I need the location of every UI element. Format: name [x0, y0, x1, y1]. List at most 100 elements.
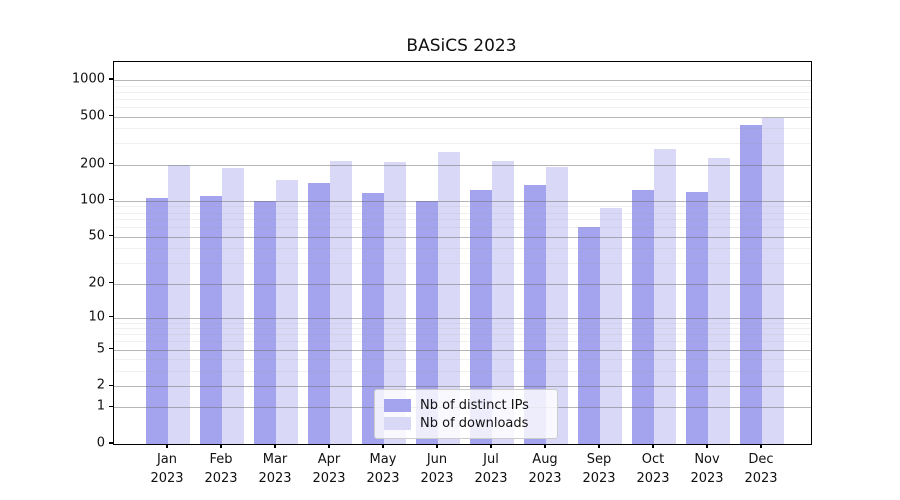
- x-tick-label: May 2023: [366, 452, 400, 486]
- major-gridline: [114, 236, 811, 238]
- y-tick-mark: [109, 384, 113, 386]
- bar-downloads-nov: [708, 157, 730, 444]
- major-gridline: [114, 116, 811, 118]
- major-gridline: [114, 349, 811, 351]
- bar-downloads-oct: [654, 149, 676, 444]
- x-tick-label: Nov 2023: [690, 452, 724, 486]
- y-tick-label: 20: [88, 275, 105, 291]
- major-gridline: [114, 200, 811, 202]
- x-tick-mark: [436, 444, 438, 449]
- x-tick-mark: [274, 444, 276, 449]
- x-tick-label: Dec 2023: [744, 452, 778, 486]
- x-tick-label: Jan 2023: [150, 452, 184, 486]
- y-tick-label: 100: [80, 192, 105, 208]
- legend-item-distinct-ips: Nb of distinct IPs: [384, 396, 547, 414]
- x-tick-mark: [220, 444, 222, 449]
- bar-distinct-ips-apr: [308, 183, 330, 444]
- plot-area: [113, 61, 812, 445]
- x-tick-mark: [328, 444, 330, 449]
- bar-distinct-ips-feb: [200, 195, 222, 444]
- minor-gridline: [114, 212, 811, 214]
- x-tick-label: Aug 2023: [528, 452, 562, 486]
- y-tick-label: 1: [96, 398, 105, 414]
- y-tick-mark: [109, 282, 113, 284]
- x-tick-mark: [490, 444, 492, 449]
- minor-gridline: [114, 85, 811, 87]
- minor-gridline: [114, 322, 811, 324]
- minor-gridline: [114, 143, 811, 145]
- y-tick-mark: [109, 163, 113, 165]
- x-tick-label: Jun 2023: [420, 452, 454, 486]
- x-tick-mark: [598, 444, 600, 449]
- bar-distinct-ips-mar: [254, 200, 276, 444]
- legend: Nb of distinct IPs Nb of downloads: [374, 389, 558, 439]
- minor-gridline: [114, 328, 811, 330]
- legend-swatch-distinct-ips: [384, 398, 411, 412]
- minor-gridline: [114, 219, 811, 221]
- x-tick-label: Oct 2023: [636, 452, 670, 486]
- bar-distinct-ips-dec: [740, 125, 762, 444]
- legend-label-downloads: Nb of downloads: [420, 415, 529, 431]
- minor-gridline: [114, 359, 811, 361]
- x-tick-mark: [382, 444, 384, 449]
- minor-gridline: [114, 91, 811, 93]
- bar-distinct-ips-jan: [146, 198, 168, 444]
- x-tick-mark: [166, 444, 168, 449]
- y-tick-mark: [109, 114, 113, 117]
- y-tick-label: 1000: [71, 71, 105, 87]
- bar-downloads-jan: [168, 164, 190, 444]
- minor-gridline: [114, 98, 811, 100]
- y-tick-label: 10: [88, 309, 105, 325]
- legend-item-downloads: Nb of downloads: [384, 414, 547, 432]
- bar-downloads-apr: [330, 161, 352, 444]
- x-tick-mark: [706, 444, 708, 449]
- y-tick-mark: [109, 199, 113, 201]
- x-tick-label: Jul 2023: [474, 452, 508, 486]
- bar-distinct-ips-sep: [578, 227, 600, 444]
- minor-gridline: [114, 248, 811, 250]
- x-tick-mark: [760, 444, 762, 449]
- y-tick-label: 200: [80, 156, 105, 172]
- y-tick-label: 0: [96, 435, 105, 451]
- minor-gridline: [114, 341, 811, 343]
- chart-title: BASiCS 2023: [406, 36, 517, 56]
- x-tick-mark: [652, 444, 654, 449]
- y-tick-mark: [109, 78, 113, 80]
- major-gridline: [114, 317, 811, 319]
- y-tick-mark: [109, 348, 113, 350]
- grid-layer: [114, 62, 811, 444]
- y-tick-label: 50: [88, 228, 105, 244]
- minor-gridline: [114, 206, 811, 208]
- bar-downloads-feb: [222, 167, 244, 444]
- minor-gridline: [114, 227, 811, 229]
- minor-gridline: [114, 263, 811, 265]
- major-gridline: [114, 283, 811, 285]
- y-tick-mark: [109, 235, 113, 237]
- bar-downloads-sep: [600, 207, 622, 444]
- x-tick-label: Mar 2023: [258, 452, 292, 486]
- y-tick-mark: [109, 442, 113, 444]
- legend-label-distinct-ips: Nb of distinct IPs: [420, 397, 529, 413]
- bar-downloads-mar: [276, 179, 298, 444]
- minor-gridline: [114, 106, 811, 108]
- y-tick-label: 500: [80, 108, 105, 123]
- legend-swatch-downloads: [384, 416, 411, 430]
- x-tick-label: Sep 2023: [582, 452, 616, 486]
- bar-distinct-ips-nov: [686, 192, 708, 444]
- x-tick-label: Apr 2023: [312, 452, 346, 486]
- x-tick-label: Feb 2023: [204, 452, 238, 486]
- minor-gridline: [114, 370, 811, 372]
- bars-layer: [114, 62, 811, 444]
- minor-gridline: [114, 334, 811, 336]
- major-gridline: [114, 164, 811, 166]
- x-tick-mark: [544, 444, 546, 449]
- y-tick-mark: [109, 405, 113, 408]
- bar-distinct-ips-oct: [632, 190, 654, 444]
- bar-downloads-dec: [762, 117, 784, 444]
- y-tick-mark: [109, 316, 113, 318]
- minor-gridline: [114, 128, 811, 130]
- major-gridline: [114, 80, 811, 82]
- y-tick-label: 2: [96, 377, 105, 393]
- major-gridline: [114, 386, 811, 388]
